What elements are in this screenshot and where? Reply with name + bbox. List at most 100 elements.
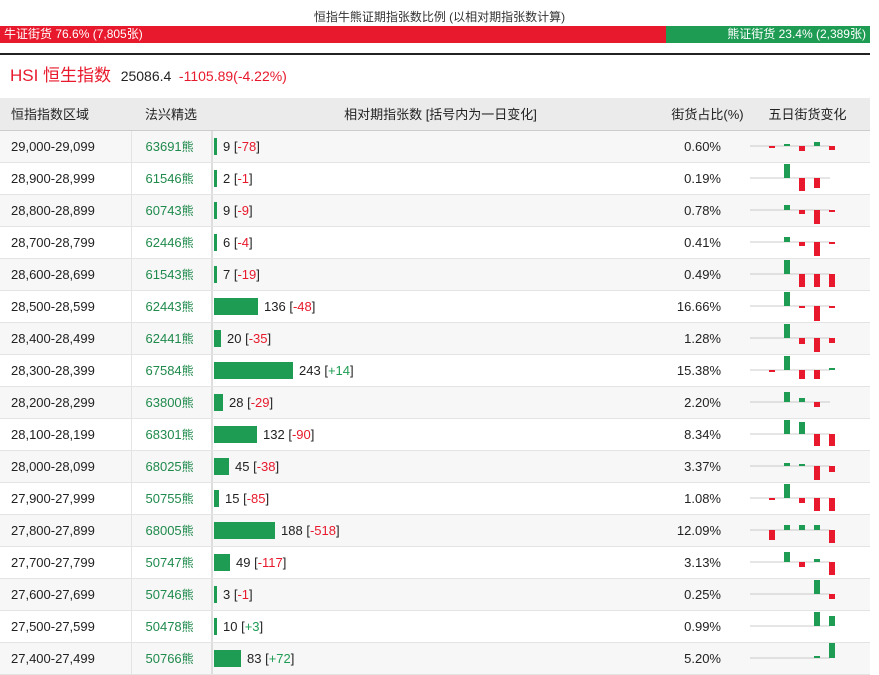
pct-cell: 0.99% [670, 610, 745, 643]
warrant-code[interactable]: 50766 [145, 650, 182, 666]
sparkline-bar [829, 529, 835, 543]
volume-cell: 9 [-9] [211, 194, 670, 227]
volume-value: 49 [236, 554, 251, 570]
five-day-sparkline [750, 204, 835, 224]
volume-bar [214, 137, 217, 155]
warrant-type: 熊 [181, 299, 194, 314]
volume-cell: 45 [-38] [211, 450, 670, 483]
volume-value: 243 [299, 362, 321, 378]
volume-bar [214, 265, 217, 283]
warrant-code-link[interactable]: 50766熊 [130, 642, 211, 675]
warrant-code[interactable]: 68025 [145, 458, 182, 474]
sparkline-bar [814, 273, 820, 287]
volume-bar [214, 233, 217, 251]
warrant-code-link[interactable]: 50746熊 [130, 578, 211, 611]
warrant-code[interactable]: 50755 [145, 490, 182, 506]
pct-cell: 1.08% [670, 482, 745, 515]
warrant-code-link[interactable]: 63691熊 [130, 130, 211, 163]
warrant-code[interactable]: 60743 [145, 202, 182, 218]
sparkline-bar [799, 561, 805, 567]
sparkline-bar [799, 369, 805, 379]
warrant-code-link[interactable]: 60743熊 [130, 194, 211, 227]
table-body: 29,000-29,099 63691熊 9 [-78] 0.60% 28,900-28… [0, 130, 870, 675]
volume-cell: 136 [-48] [211, 290, 670, 323]
table-row: 27,400-27,499 50766熊 83 [+72] 5.20% [0, 642, 870, 675]
warrant-type: 熊 [181, 491, 194, 506]
column-header-pct: 街货占比(%) [670, 98, 745, 131]
index-price: 25086.4 [120, 68, 172, 84]
warrant-code[interactable]: 50746 [145, 586, 182, 602]
warrant-code[interactable]: 62443 [145, 298, 182, 314]
warrant-code[interactable]: 68005 [145, 522, 182, 538]
volume-bar [214, 585, 217, 603]
warrant-type: 熊 [181, 395, 194, 410]
range-cell: 28,100-28,199 [0, 418, 131, 451]
pct-cell: 0.60% [670, 130, 745, 163]
warrant-code-link[interactable]: 61546熊 [130, 162, 211, 195]
sparkline-bar [814, 305, 820, 321]
warrant-type: 熊 [181, 363, 194, 378]
pct-cell: 15.38% [670, 354, 745, 387]
warrant-type: 熊 [181, 331, 194, 346]
warrant-code[interactable]: 68301 [145, 426, 182, 442]
volume-change: -48 [292, 298, 312, 314]
warrant-code-link[interactable]: 61543熊 [130, 258, 211, 291]
table-row: 28,300-28,399 67584熊 243 [+14] 15.38% [0, 354, 870, 387]
warrant-code[interactable]: 62441 [145, 330, 182, 346]
warrant-code-link[interactable]: 62446熊 [130, 226, 211, 259]
warrant-type: 熊 [181, 235, 194, 250]
pct-cell: 12.09% [670, 514, 745, 547]
volume-change: -35 [248, 330, 268, 346]
range-cell: 28,300-28,399 [0, 354, 131, 387]
sparkline-bar [784, 204, 790, 210]
index-name[interactable]: HSI 恒生指数 [10, 66, 112, 85]
volume-change: -19 [237, 266, 257, 282]
warrant-type: 熊 [181, 619, 194, 634]
five-day-cell [745, 610, 870, 643]
warrant-code-link[interactable]: 50755熊 [130, 482, 211, 515]
sparkline-bar [799, 524, 805, 530]
sparkline-bar [799, 209, 805, 214]
sparkline-bar [829, 465, 835, 472]
table-row: 28,800-28,899 60743熊 9 [-9] 0.78% [0, 194, 870, 227]
warrant-code[interactable]: 61546 [145, 170, 182, 186]
warrant-code-link[interactable]: 68005熊 [130, 514, 211, 547]
warrant-code[interactable]: 63800 [145, 394, 182, 410]
sparkline-bar [814, 141, 820, 146]
five-day-sparkline [750, 141, 835, 151]
sparkline-bar [799, 397, 805, 402]
warrant-code-link[interactable]: 50747熊 [130, 546, 211, 579]
volume-cell: 6 [-4] [211, 226, 670, 259]
volume-change: -9 [237, 202, 250, 218]
warrant-code-link[interactable]: 62441熊 [130, 322, 211, 355]
warrant-code-link[interactable]: 68025熊 [130, 450, 211, 483]
warrant-code-link[interactable]: 68301熊 [130, 418, 211, 451]
warrant-type: 熊 [181, 171, 194, 186]
column-header-code: 法兴精选 [131, 98, 211, 131]
sparkline-bar [784, 355, 790, 370]
sparkline-bar [799, 145, 805, 151]
sparkline-bar [814, 401, 820, 407]
five-day-cell [745, 226, 870, 259]
volume-change: -117 [257, 554, 283, 570]
warrant-code-link[interactable]: 67584熊 [130, 354, 211, 387]
five-day-sparkline [750, 579, 835, 599]
sparkline-bar [829, 593, 835, 599]
table-row: 27,800-27,899 68005熊 188 [-518] 12.09% [0, 514, 870, 547]
warrant-code[interactable]: 50478 [145, 618, 182, 634]
warrant-code-link[interactable]: 63800熊 [130, 386, 211, 419]
pct-cell: 3.13% [670, 546, 745, 579]
volume-bar [214, 297, 258, 315]
pct-cell: 0.25% [670, 578, 745, 611]
warrant-code-link[interactable]: 50478熊 [130, 610, 211, 643]
sparkline-bar [829, 337, 835, 343]
warrant-code[interactable]: 63691 [145, 138, 182, 154]
warrant-code-link[interactable]: 62443熊 [130, 290, 211, 323]
warrant-code[interactable]: 50747 [145, 554, 182, 570]
warrant-code[interactable]: 67584 [145, 362, 182, 378]
five-day-sparkline [750, 419, 835, 446]
warrant-code[interactable]: 61543 [145, 266, 182, 282]
warrant-code[interactable]: 62446 [145, 234, 182, 250]
volume-bar [214, 617, 217, 635]
volume-change: -29 [250, 394, 270, 410]
